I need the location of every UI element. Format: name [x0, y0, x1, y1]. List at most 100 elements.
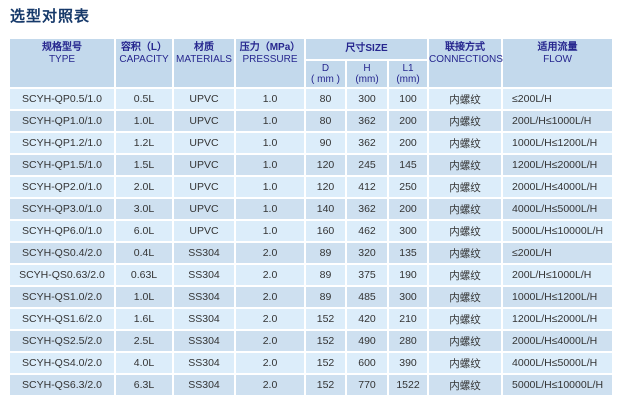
table-header: 规格型号 TYPE 容积（L） CAPACITY 材质 MATERIALS 压力…	[10, 39, 612, 87]
cell-connections: 内螺纹	[429, 265, 502, 285]
cell-materials: SS304	[174, 287, 234, 307]
cell-d: 89	[306, 287, 345, 307]
column-header-h-unit: (mm)	[355, 74, 379, 85]
cell-h: 412	[347, 177, 387, 197]
cell-flow: 2000L/H≤4000L/H	[503, 331, 612, 351]
cell-flow: 200L/H≤1000L/H	[503, 265, 612, 285]
table-row: SCYH-QS0.63/2.0 0.63L SS304 2.0 89 375 190 内螺纹 2…	[10, 265, 612, 285]
cell-connections: 内螺纹	[429, 243, 502, 263]
column-header-materials: 材质 MATERIALS	[174, 39, 234, 87]
cell-d: 120	[306, 177, 345, 197]
cell-type: SCYH-QP1.2/1.0	[10, 133, 114, 153]
table-row: SCYH-QS4.0/2.0 4.0L SS304 2.0 152 600 390 内螺纹 40…	[10, 353, 612, 373]
cell-pressure: 1.0	[236, 199, 304, 219]
cell-connections: 内螺纹	[429, 133, 502, 153]
cell-pressure: 1.0	[236, 89, 304, 109]
cell-flow: 5000L/H≤10000L/H	[503, 375, 612, 395]
column-header-materials-en: MATERIALS	[176, 54, 232, 65]
column-header-flow: 适用流量 FLOW	[503, 39, 612, 87]
cell-connections: 内螺纹	[429, 155, 502, 175]
cell-capacity: 4.0L	[116, 353, 172, 373]
cell-flow: 4000L/H≤5000L/H	[503, 353, 612, 373]
cell-connections: 内螺纹	[429, 89, 502, 109]
column-header-materials-cn: 材质	[194, 42, 214, 53]
cell-flow: 1200L/H≤2000L/H	[503, 155, 612, 175]
table-row: SCYH-QP0.5/1.0 0.5L UPVC 1.0 80 300 100 内螺纹 ≤200…	[10, 89, 612, 109]
cell-connections: 内螺纹	[429, 331, 502, 351]
cell-connections: 内螺纹	[429, 177, 502, 197]
column-header-d-mm: D ( mm )	[306, 61, 345, 87]
cell-h: 490	[347, 331, 387, 351]
cell-l1: 135	[389, 243, 428, 263]
table-row: SCYH-QP2.0/1.0 2.0L UPVC 1.0 120 412 250 内螺纹 200…	[10, 177, 612, 197]
cell-pressure: 2.0	[236, 353, 304, 373]
cell-pressure: 1.0	[236, 111, 304, 131]
cell-type: SCYH-QP1.0/1.0	[10, 111, 114, 131]
cell-l1: 190	[389, 265, 428, 285]
cell-connections: 内螺纹	[429, 287, 502, 307]
cell-pressure: 1.0	[236, 221, 304, 241]
table-row: SCYH-QS2.5/2.0 2.5L SS304 2.0 152 490 280 内螺纹 20…	[10, 331, 612, 351]
column-header-size-cn: 尺寸SIZE	[345, 43, 388, 54]
column-header-d-unit: ( mm )	[311, 74, 340, 85]
cell-d: 140	[306, 199, 345, 219]
cell-h: 600	[347, 353, 387, 373]
column-header-connections: 联接方式 CONNECTIONS	[429, 39, 503, 87]
cell-materials: SS304	[174, 375, 234, 395]
cell-l1: 200	[389, 199, 428, 219]
table-body: SCYH-QP0.5/1.0 0.5L UPVC 1.0 80 300 100 内螺纹 ≤200…	[10, 89, 612, 395]
cell-d: 89	[306, 265, 345, 285]
column-header-l1-unit: (mm)	[396, 74, 420, 85]
cell-type: SCYH-QS0.4/2.0	[10, 243, 114, 263]
cell-capacity: 2.0L	[116, 177, 172, 197]
cell-pressure: 1.0	[236, 133, 304, 153]
cell-capacity: 1.2L	[116, 133, 172, 153]
cell-h: 485	[347, 287, 387, 307]
cell-h: 300	[347, 89, 387, 109]
cell-d: 160	[306, 221, 345, 241]
column-header-d-label: D	[321, 63, 330, 74]
column-header-l1-mm: L1 (mm)	[389, 61, 428, 87]
cell-materials: SS304	[174, 353, 234, 373]
column-header-capacity-en: CAPACITY	[119, 54, 169, 65]
cell-flow: 4000L/H≤5000L/H	[503, 199, 612, 219]
cell-pressure: 1.0	[236, 177, 304, 197]
page-title: 选型对照表	[10, 8, 91, 25]
table-row: SCYH-QS1.0/2.0 1.0L SS304 2.0 89 485 300 内螺纹 100…	[10, 287, 612, 307]
cell-l1: 145	[389, 155, 428, 175]
table-row: SCYH-QP1.2/1.0 1.2L UPVC 1.0 90 362 200 内螺纹 1000…	[10, 133, 612, 153]
cell-l1: 200	[389, 111, 428, 131]
cell-flow: ≤200L/H	[503, 89, 612, 109]
cell-materials: UPVC	[174, 155, 234, 175]
cell-pressure: 2.0	[236, 265, 304, 285]
cell-l1: 210	[389, 309, 428, 329]
cell-pressure: 1.0	[236, 155, 304, 175]
cell-flow: ≤200L/H	[503, 243, 612, 263]
column-header-type-en: TYPE	[48, 54, 76, 65]
column-header-l1-label: L1	[402, 63, 414, 74]
cell-d: 90	[306, 133, 345, 153]
column-header-size-group: 尺寸SIZE	[306, 39, 428, 59]
cell-l1: 280	[389, 331, 428, 351]
cell-d: 152	[306, 375, 345, 395]
cell-materials: UPVC	[174, 199, 234, 219]
column-header-connections-en: CONNECTIONS	[429, 54, 503, 65]
cell-materials: UPVC	[174, 89, 234, 109]
cell-capacity: 1.0L	[116, 111, 172, 131]
cell-l1: 250	[389, 177, 428, 197]
cell-capacity: 3.0L	[116, 199, 172, 219]
cell-flow: 1000L/H≤1200L/H	[503, 287, 612, 307]
table-row: SCYH-QP1.0/1.0 1.0L UPVC 1.0 80 362 200 内螺纹 200L…	[10, 111, 612, 131]
table-row: SCYH-QS1.6/2.0 1.6L SS304 2.0 152 420 210 内螺纹 12…	[10, 309, 612, 329]
column-header-h-mm: H (mm)	[347, 61, 387, 87]
cell-materials: UPVC	[174, 133, 234, 153]
cell-capacity: 0.4L	[116, 243, 172, 263]
cell-type: SCYH-QP2.0/1.0	[10, 177, 114, 197]
cell-capacity: 0.5L	[116, 89, 172, 109]
cell-capacity: 1.0L	[116, 287, 172, 307]
column-header-type-cn: 规格型号	[42, 42, 82, 53]
cell-type: SCYH-QP0.5/1.0	[10, 89, 114, 109]
table-row: SCYH-QS6.3/2.0 6.3L SS304 2.0 152 770 1522 内螺纹 5…	[10, 375, 612, 395]
cell-materials: SS304	[174, 265, 234, 285]
cell-h: 462	[347, 221, 387, 241]
